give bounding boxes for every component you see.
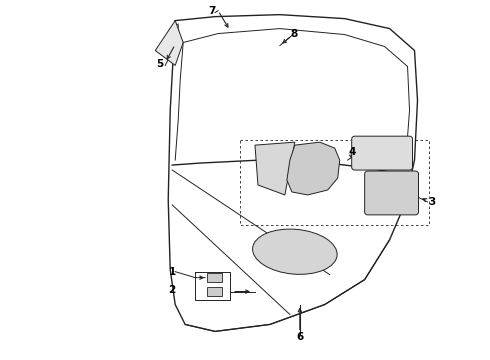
Text: 8: 8	[290, 28, 297, 39]
Text: 7: 7	[208, 6, 216, 15]
Polygon shape	[287, 142, 340, 195]
Text: 1: 1	[169, 267, 176, 276]
FancyBboxPatch shape	[207, 287, 221, 296]
Polygon shape	[255, 142, 295, 195]
FancyBboxPatch shape	[352, 136, 413, 170]
Ellipse shape	[252, 229, 337, 274]
FancyBboxPatch shape	[365, 171, 418, 215]
Polygon shape	[155, 21, 183, 66]
Text: 6: 6	[296, 332, 303, 342]
Text: 5: 5	[157, 59, 164, 69]
Text: 2: 2	[169, 284, 176, 294]
Text: 3: 3	[428, 197, 435, 207]
FancyBboxPatch shape	[207, 273, 221, 282]
Text: 4: 4	[348, 147, 355, 157]
